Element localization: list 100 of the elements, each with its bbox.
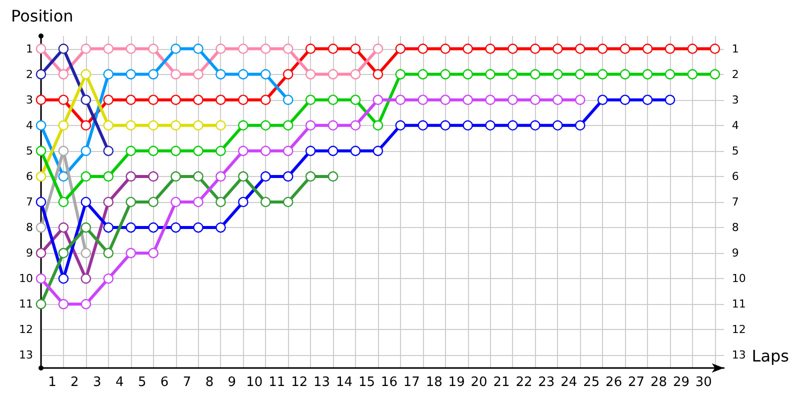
point	[508, 94, 518, 105]
point	[395, 120, 406, 130]
point	[80, 222, 92, 233]
point	[193, 120, 204, 130]
point	[305, 69, 316, 80]
y-tick-label: 4	[26, 118, 33, 132]
point	[58, 171, 69, 182]
point	[260, 120, 271, 130]
point	[642, 44, 653, 54]
y2-tick-label: 11	[732, 298, 746, 311]
point	[283, 94, 294, 105]
point	[126, 120, 136, 130]
x-tick-label: 20	[470, 375, 488, 390]
y2-tick-label: 12	[732, 323, 746, 336]
point	[440, 44, 450, 54]
x-tick-label: 6	[160, 375, 169, 390]
x-tick-label: 16	[380, 375, 398, 390]
point	[305, 44, 316, 54]
point	[126, 44, 136, 54]
point	[395, 44, 406, 54]
point	[552, 120, 563, 130]
point	[508, 69, 518, 80]
point	[58, 196, 69, 208]
point	[103, 171, 114, 182]
point	[80, 44, 92, 54]
point	[260, 196, 271, 208]
point	[103, 196, 114, 208]
point	[80, 146, 92, 156]
y-tick-label: 10	[19, 272, 33, 286]
y2-tick-label: 9	[732, 246, 739, 260]
point	[283, 196, 294, 208]
point	[620, 44, 630, 54]
point	[193, 171, 204, 182]
point	[260, 171, 271, 182]
y-tick-label: 9	[26, 246, 33, 260]
point	[216, 94, 226, 105]
point	[216, 196, 226, 208]
point	[58, 248, 69, 258]
x-tick-label: 5	[138, 375, 146, 390]
point	[36, 94, 46, 105]
point	[148, 94, 158, 105]
point	[328, 146, 338, 156]
point	[58, 94, 69, 105]
point	[530, 94, 540, 105]
point	[80, 299, 92, 310]
point	[530, 44, 540, 54]
point	[193, 69, 204, 80]
x-tick-label: 17	[403, 375, 420, 390]
point	[462, 69, 473, 80]
point	[170, 222, 181, 233]
point	[193, 146, 204, 156]
point	[462, 94, 473, 105]
point	[36, 146, 46, 156]
point	[328, 171, 338, 182]
point	[126, 146, 136, 156]
point	[238, 44, 248, 54]
point	[148, 222, 158, 233]
x-tick-label: 13	[314, 375, 330, 390]
x-tick-label: 9	[228, 375, 236, 390]
point	[620, 94, 630, 105]
y-tick-label: 5	[26, 144, 33, 158]
point	[350, 146, 361, 156]
point	[283, 146, 294, 156]
point	[58, 146, 69, 156]
point	[36, 248, 46, 258]
point	[216, 69, 226, 80]
point	[372, 44, 384, 54]
point	[530, 69, 540, 80]
point	[328, 44, 338, 54]
point	[305, 146, 316, 156]
point	[170, 120, 181, 130]
point	[687, 44, 698, 54]
x-tick-label: 12	[291, 375, 308, 390]
point	[238, 196, 248, 208]
point	[126, 69, 136, 80]
point	[395, 69, 406, 80]
point	[80, 274, 92, 284]
y2-tick-label: 10	[732, 272, 746, 286]
x-tick-label: 4	[115, 375, 124, 390]
point	[238, 69, 248, 80]
point	[575, 120, 586, 130]
point	[36, 299, 46, 310]
point	[170, 69, 181, 80]
point	[440, 94, 450, 105]
point	[238, 146, 248, 156]
y-tick-label: 1	[26, 42, 33, 56]
point	[372, 94, 384, 105]
point	[508, 44, 518, 54]
point	[664, 94, 676, 105]
point	[170, 171, 181, 182]
point	[216, 171, 226, 182]
y-tick-label: 13	[19, 348, 33, 362]
x-tick-label: 3	[93, 375, 102, 390]
point	[305, 120, 316, 130]
point	[58, 44, 69, 54]
point	[305, 171, 316, 182]
point	[508, 120, 518, 130]
point	[126, 171, 136, 182]
x-tick-label: 22	[516, 375, 532, 390]
point	[350, 120, 361, 130]
